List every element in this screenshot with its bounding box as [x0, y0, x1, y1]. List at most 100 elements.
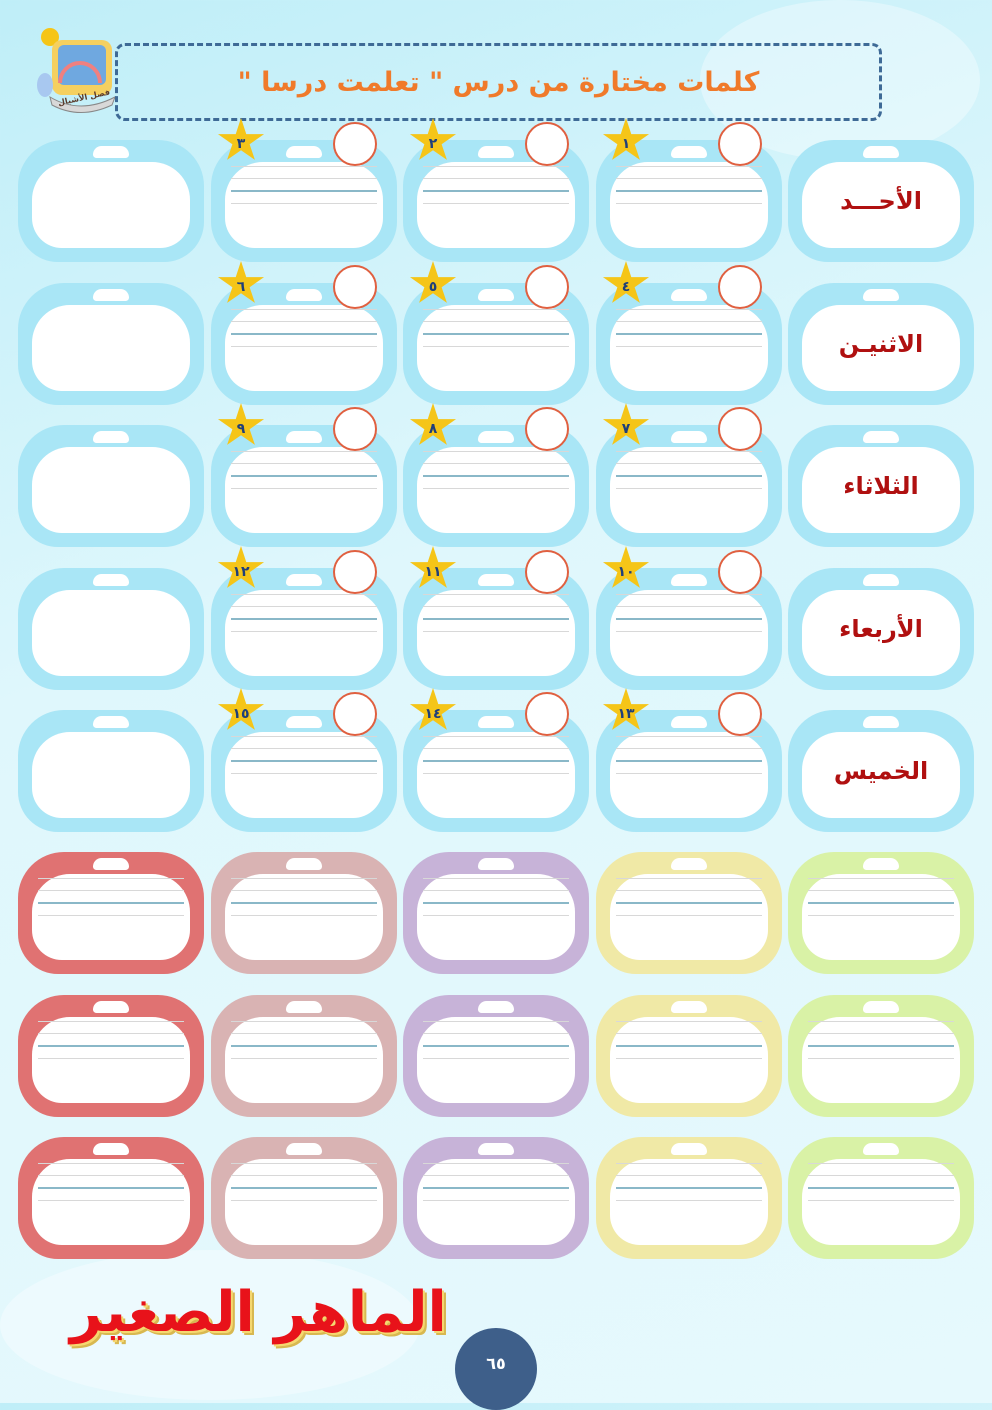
drawing-card[interactable]: [18, 283, 204, 405]
page-number: ٦٥: [455, 1328, 537, 1410]
cloud-icon: [863, 1143, 899, 1155]
word-card[interactable]: [596, 710, 782, 832]
card-writing-area[interactable]: [225, 1159, 383, 1245]
card-writing-area[interactable]: [610, 590, 768, 676]
word-card[interactable]: [403, 283, 589, 405]
drawing-card[interactable]: [18, 425, 204, 547]
word-card[interactable]: [596, 1137, 782, 1259]
score-circle[interactable]: [525, 550, 569, 594]
card-writing-area[interactable]: [417, 590, 575, 676]
word-card[interactable]: [403, 140, 589, 262]
score-circle[interactable]: [333, 550, 377, 594]
word-card[interactable]: [211, 852, 397, 974]
score-circle[interactable]: [718, 692, 762, 736]
card-writing-area[interactable]: [802, 1017, 960, 1103]
word-card[interactable]: [18, 995, 204, 1117]
card-writing-area[interactable]: [32, 874, 190, 960]
card-writing-area[interactable]: [32, 162, 190, 248]
card-writing-area[interactable]: [417, 447, 575, 533]
score-circle[interactable]: [718, 407, 762, 451]
word-card[interactable]: [403, 995, 589, 1117]
word-card[interactable]: [211, 568, 397, 690]
score-circle[interactable]: [718, 122, 762, 166]
card-writing-area[interactable]: [610, 447, 768, 533]
writing-line: [423, 451, 569, 452]
card-writing-area[interactable]: [32, 732, 190, 818]
card-writing-area[interactable]: [610, 1159, 768, 1245]
score-circle[interactable]: [525, 407, 569, 451]
writing-line: [616, 878, 762, 879]
card-writing-area[interactable]: [417, 162, 575, 248]
score-circle[interactable]: [525, 265, 569, 309]
writing-line: [231, 178, 377, 179]
card-writing-area[interactable]: [417, 874, 575, 960]
card-writing-area[interactable]: [417, 732, 575, 818]
drawing-card[interactable]: [18, 140, 204, 262]
writing-line: [38, 1200, 184, 1201]
writing-lines: [231, 1021, 377, 1070]
card-writing-area[interactable]: [417, 1017, 575, 1103]
card-writing-area[interactable]: [610, 162, 768, 248]
word-card[interactable]: [403, 710, 589, 832]
cloud-icon: [286, 289, 322, 301]
card-writing-area[interactable]: [610, 1017, 768, 1103]
word-card[interactable]: [403, 425, 589, 547]
cloud-icon: [478, 431, 514, 443]
card-writing-area[interactable]: [225, 1017, 383, 1103]
word-card[interactable]: [403, 568, 589, 690]
word-card[interactable]: [403, 1137, 589, 1259]
score-circle[interactable]: [333, 265, 377, 309]
card-writing-area[interactable]: [225, 162, 383, 248]
score-circle[interactable]: [333, 692, 377, 736]
cloud-icon: [863, 716, 899, 728]
card-writing-area[interactable]: [610, 732, 768, 818]
card-writing-area[interactable]: [225, 732, 383, 818]
writing-line: [231, 902, 377, 904]
card-writing-area[interactable]: [225, 590, 383, 676]
card-writing-area[interactable]: [32, 590, 190, 676]
score-circle[interactable]: [333, 407, 377, 451]
score-circle[interactable]: [333, 122, 377, 166]
card-writing-area[interactable]: [802, 1159, 960, 1245]
word-card[interactable]: [18, 852, 204, 974]
word-card[interactable]: [596, 140, 782, 262]
cloud-icon: [478, 146, 514, 158]
score-circle[interactable]: [718, 550, 762, 594]
word-card[interactable]: [403, 852, 589, 974]
card-writing-area[interactable]: [32, 1159, 190, 1245]
word-card[interactable]: [596, 852, 782, 974]
card-writing-area: [802, 162, 960, 248]
drawing-card[interactable]: [18, 568, 204, 690]
word-card[interactable]: [596, 995, 782, 1117]
card-writing-area[interactable]: [225, 447, 383, 533]
drawing-card[interactable]: [18, 710, 204, 832]
card-writing-area[interactable]: [32, 305, 190, 391]
card-writing-area[interactable]: [802, 874, 960, 960]
word-card[interactable]: [788, 852, 974, 974]
score-circle[interactable]: [525, 692, 569, 736]
card-writing-area[interactable]: [225, 874, 383, 960]
word-card[interactable]: [211, 995, 397, 1117]
card-writing-area[interactable]: [417, 1159, 575, 1245]
writing-lines: [231, 1163, 377, 1212]
writing-line: [38, 902, 184, 904]
word-card[interactable]: [596, 568, 782, 690]
score-circle[interactable]: [718, 265, 762, 309]
card-writing-area[interactable]: [32, 1017, 190, 1103]
card-writing-area[interactable]: [225, 305, 383, 391]
writing-line: [808, 915, 954, 916]
score-circle[interactable]: [525, 122, 569, 166]
writing-line: [423, 606, 569, 607]
word-card[interactable]: [18, 1137, 204, 1259]
card-writing-area[interactable]: [610, 874, 768, 960]
word-card[interactable]: [788, 1137, 974, 1259]
writing-line: [616, 1200, 762, 1201]
card-writing-area[interactable]: [32, 447, 190, 533]
writing-line: [616, 915, 762, 916]
card-writing-area[interactable]: [417, 305, 575, 391]
card-writing-area[interactable]: [610, 305, 768, 391]
word-card[interactable]: [211, 1137, 397, 1259]
writing-line: [423, 178, 569, 179]
word-card[interactable]: [788, 995, 974, 1117]
writing-line: [231, 333, 377, 335]
